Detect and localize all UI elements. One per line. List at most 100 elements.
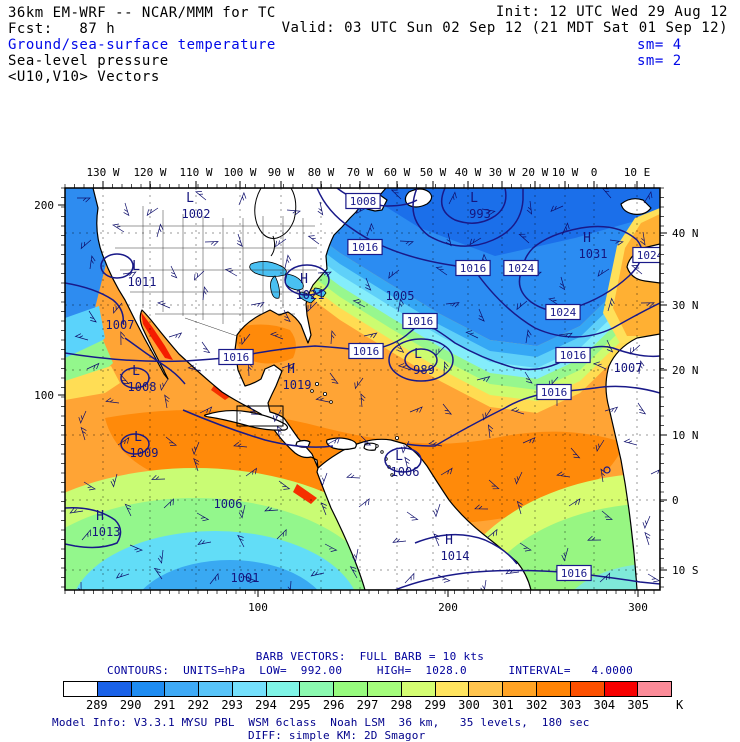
lon-tick-label: 30 W (489, 166, 516, 179)
pressure-value-label: 1007 (614, 361, 643, 375)
pressure-labels: 1008 1016 1016 1024 1024 1024 1016 1016 1016 1016… (92, 191, 660, 585)
colorbar-boundary-label: 290 (119, 698, 142, 712)
lon-tick-label: 100 W (223, 166, 256, 179)
contour-label: 1024 (550, 306, 577, 319)
lon-tick-label: 10 E (624, 166, 651, 179)
contour-label-box (345, 192, 381, 210)
lon-tick-label: 50 W (420, 166, 447, 179)
extremum-value: 1013 (92, 525, 121, 539)
south-america (316, 438, 532, 590)
colorbar-cell (535, 682, 570, 696)
barb-legend: BARB VECTORS: FULL BARB = 10 kts (255, 650, 485, 663)
extremum-value: 1008 (128, 380, 157, 394)
extremum-value: 1006 (391, 465, 420, 479)
colorbar (63, 681, 672, 697)
contour-label-box (555, 346, 591, 364)
lon-tick-label: 110 W (179, 166, 212, 179)
colorbar-boundary-label: 295 (288, 698, 311, 712)
lat-tick-label: 10 S (672, 564, 699, 577)
colorbar-boundary-label: 292 (187, 698, 210, 712)
model-info: Model Info: V3.3.1 M (52, 716, 189, 729)
lon-tick-label: 40 W (455, 166, 482, 179)
colorbar-boundary-label: 293 (221, 698, 243, 712)
contour-legend: CONTOURS: UNITS=hPa LOW= 992.00 HIGH= 10… (106, 664, 634, 677)
x-grid-label: 300 (628, 601, 648, 614)
contour-marker (603, 466, 611, 474)
contour-label: 1016 (560, 349, 587, 362)
hudson-bay (254, 188, 297, 257)
extremum-low: L (132, 364, 140, 379)
extremum-value: 1009 (130, 446, 159, 460)
model-physics: YSU PBL WSM 6class Noah LSM 36 km, 35 le… (187, 716, 590, 729)
lon-tick-label: 70 W (347, 166, 374, 179)
colorbar-boundary-label: 304 (593, 698, 616, 712)
colorbar-cell (502, 682, 536, 696)
colorbar-boundary-label: 297 (356, 698, 379, 712)
extremum-low: L (414, 347, 422, 362)
smoothing-2: sm= 2 (637, 53, 682, 69)
contour-label-box (347, 238, 383, 256)
colorbar-cell (367, 682, 401, 696)
colorbar-cell (468, 682, 503, 696)
contour-label: 1024 (508, 262, 535, 275)
extremum-high: H (445, 533, 453, 548)
field-pressure: Sea-level pressure (8, 53, 169, 69)
pressure-value-label: 1006 (214, 497, 243, 511)
contour-label: 1016 (352, 241, 379, 254)
lat-tick-label: 30 N (672, 299, 699, 312)
cuba (203, 409, 289, 431)
colorbar-boundary-label: 305 (627, 698, 649, 712)
colorbar-boundary-label: 301 (491, 698, 514, 712)
colorbar-unit: K (676, 698, 684, 712)
extremum-high: H (300, 272, 308, 287)
graticule (65, 188, 660, 590)
contour-label-box (536, 383, 572, 401)
contour-label: 1008 (350, 195, 377, 208)
colorbar-boundary-label: 291 (153, 698, 176, 712)
colorbar-cell (603, 682, 638, 696)
extremum-value: 989 (413, 363, 435, 377)
colorbar-cell (637, 682, 672, 696)
inner-domain-box (236, 405, 284, 427)
sst-hot-red (141, 312, 317, 504)
x-grid-label: 200 (438, 601, 458, 614)
lat-tick-label: 20 N (672, 364, 699, 377)
y-grid-label: 200 (34, 199, 54, 212)
lat-tick-label: 10 N (672, 429, 699, 442)
colorbar-boundary-label: 298 (390, 698, 413, 712)
contour-label-box (402, 312, 438, 330)
weather-map: 1008 1016 1016 1024 1024 1024 1016 1016 1016 1016… (34, 166, 699, 614)
pressure-value-label: 1005 (386, 289, 415, 303)
contour-label-box (556, 564, 592, 582)
extremum-value: 1019 (283, 378, 312, 392)
extremum-value: 993 (469, 207, 491, 221)
contour-label: 1016 (353, 345, 380, 358)
extremum-low: L (134, 430, 142, 445)
lon-tick-label: 10 W (552, 166, 579, 179)
colorbar-cell (198, 682, 232, 696)
lon-tick-label: 60 W (384, 166, 411, 179)
lon-tick-label: 20 W (522, 166, 549, 179)
puerto-rico (363, 442, 378, 451)
extremum-low: L (470, 191, 478, 206)
pressure-value-label: 1007 (106, 318, 135, 332)
extremum-high: H (287, 362, 295, 377)
extremum-high: H (583, 231, 591, 246)
state-borders (115, 206, 317, 337)
map-area: 1008 1016 1016 1024 1024 1024 1016 1016 1016 1016… (64, 187, 661, 591)
colorbar-cell (130, 682, 165, 696)
pressure-value-label: 1001 (231, 571, 260, 585)
colorbar-boundary-label: 299 (424, 698, 446, 712)
extremum-value: 1031 (579, 247, 608, 261)
lat-tick-label: 40 N (672, 227, 699, 240)
contour-label: 1016 (541, 386, 568, 399)
africa (605, 333, 660, 590)
wind-barbs (69, 188, 660, 590)
colorbar-cell (231, 682, 266, 696)
lon-tick-label: 90 W (268, 166, 295, 179)
init-time: Init: 12 UTC Wed 29 Aug 12 (495, 4, 728, 20)
contour-label-box (545, 303, 581, 321)
lon-tick-label: 80 W (308, 166, 335, 179)
colorbar-boundary-label: 294 (255, 698, 277, 712)
extremum-value: 1011 (128, 275, 157, 289)
